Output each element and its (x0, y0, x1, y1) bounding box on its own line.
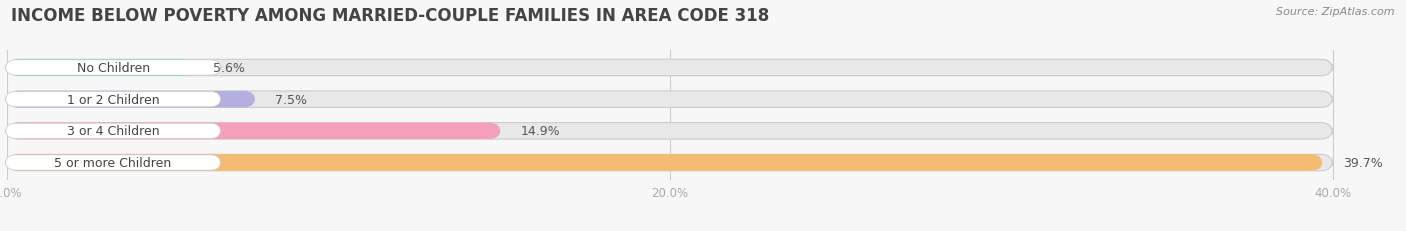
FancyBboxPatch shape (7, 155, 1333, 171)
Text: 14.9%: 14.9% (520, 125, 561, 138)
FancyBboxPatch shape (6, 92, 221, 107)
FancyBboxPatch shape (7, 91, 1333, 108)
Text: No Children: No Children (76, 62, 149, 75)
Text: 1 or 2 Children: 1 or 2 Children (66, 93, 159, 106)
FancyBboxPatch shape (7, 123, 1333, 140)
FancyBboxPatch shape (6, 124, 221, 139)
FancyBboxPatch shape (7, 123, 501, 140)
Text: 5 or more Children: 5 or more Children (55, 156, 172, 169)
FancyBboxPatch shape (7, 60, 193, 76)
Text: 3 or 4 Children: 3 or 4 Children (66, 125, 159, 138)
Text: INCOME BELOW POVERTY AMONG MARRIED-COUPLE FAMILIES IN AREA CODE 318: INCOME BELOW POVERTY AMONG MARRIED-COUPL… (11, 7, 769, 25)
FancyBboxPatch shape (6, 61, 221, 76)
Text: 39.7%: 39.7% (1343, 156, 1382, 169)
FancyBboxPatch shape (7, 155, 1323, 171)
Text: 7.5%: 7.5% (276, 93, 308, 106)
FancyBboxPatch shape (7, 91, 256, 108)
FancyBboxPatch shape (7, 60, 1333, 76)
Text: Source: ZipAtlas.com: Source: ZipAtlas.com (1277, 7, 1395, 17)
Text: 5.6%: 5.6% (212, 62, 245, 75)
FancyBboxPatch shape (6, 155, 221, 170)
